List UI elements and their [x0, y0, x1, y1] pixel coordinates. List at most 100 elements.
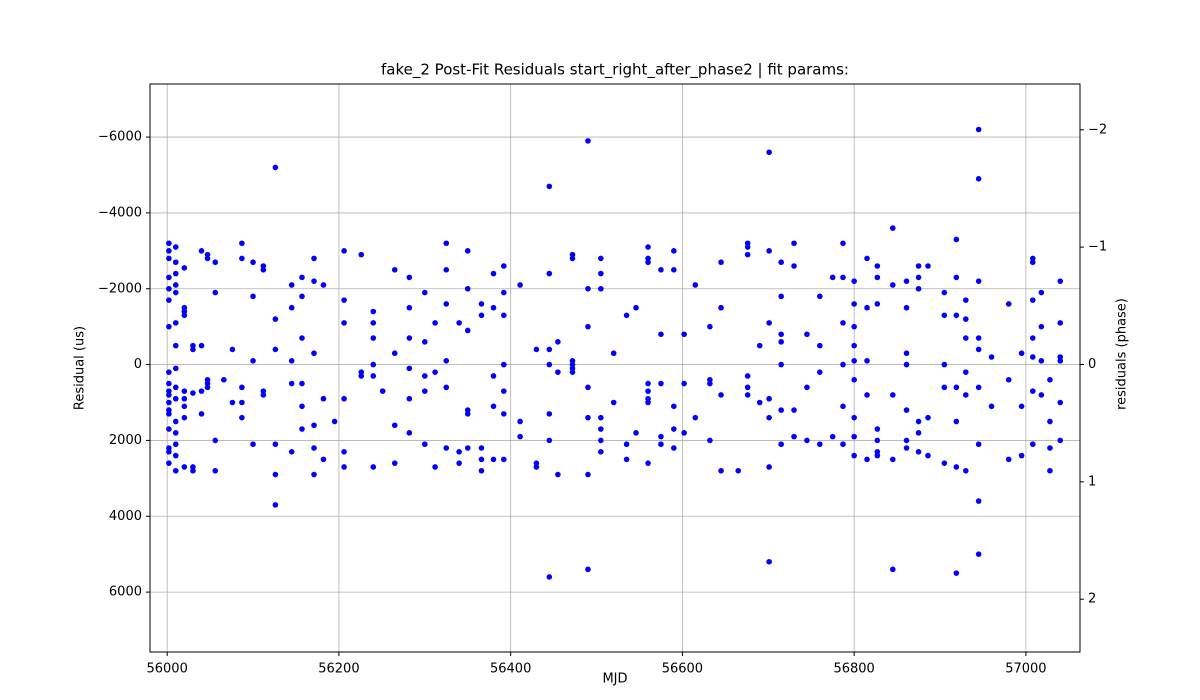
data-point — [490, 456, 497, 463]
data-point — [341, 448, 347, 455]
data-point — [221, 376, 227, 383]
data-point — [250, 259, 256, 266]
data-point — [1005, 456, 1012, 463]
data-point — [341, 297, 347, 303]
data-point — [500, 361, 507, 368]
data-point — [941, 460, 948, 466]
data-point — [239, 414, 245, 421]
data-point — [778, 361, 784, 368]
y2-tick-label: −2 — [1088, 122, 1107, 137]
data-point — [212, 289, 219, 296]
data-point — [190, 346, 196, 353]
data-point — [288, 282, 295, 288]
data-point — [598, 255, 604, 262]
data-point — [546, 437, 553, 444]
data-point — [1047, 376, 1053, 383]
y2-tick-label: 2 — [1088, 592, 1096, 607]
data-point — [443, 384, 450, 391]
data-point — [953, 312, 960, 319]
data-point — [406, 335, 413, 341]
data-point — [406, 365, 413, 372]
data-point — [840, 240, 846, 247]
y2-tick-label: 1 — [1088, 474, 1096, 489]
data-point — [198, 411, 205, 417]
data-point — [212, 437, 219, 444]
data-point — [1047, 418, 1053, 425]
data-point — [953, 570, 960, 576]
data-point — [623, 312, 630, 319]
data-point — [953, 274, 960, 281]
data-point — [962, 335, 969, 341]
data-point — [791, 433, 797, 440]
data-point — [172, 430, 179, 436]
data-point — [941, 312, 948, 319]
data-point — [975, 551, 982, 557]
data-point — [889, 282, 896, 288]
data-point — [229, 346, 236, 353]
data-point — [464, 411, 471, 417]
data-point — [953, 464, 960, 470]
data-point — [190, 390, 196, 396]
data-point — [272, 316, 279, 322]
data-point — [406, 274, 413, 281]
data-point — [744, 392, 751, 398]
y-tick-label: 2000 — [109, 433, 142, 448]
data-point — [299, 335, 305, 341]
data-point — [791, 240, 797, 247]
data-point — [671, 403, 677, 410]
data-point — [889, 225, 896, 231]
data-point — [851, 376, 857, 383]
data-point — [962, 297, 969, 303]
x-tick-label: 56600 — [662, 662, 703, 677]
data-point — [598, 285, 604, 292]
data-point — [500, 456, 507, 463]
data-point — [272, 346, 279, 353]
data-point — [370, 373, 377, 379]
data-point — [925, 263, 931, 269]
data-point — [320, 456, 327, 463]
data-point — [778, 259, 784, 266]
data-point — [181, 388, 188, 394]
data-point — [370, 361, 377, 368]
data-point — [953, 418, 960, 425]
data-point — [889, 456, 896, 463]
data-point — [212, 467, 219, 474]
data-point — [903, 278, 910, 284]
data-point — [766, 248, 772, 254]
data-point — [456, 460, 462, 466]
data-point — [975, 498, 982, 504]
data-point — [546, 361, 553, 368]
data-point — [181, 308, 188, 315]
data-point — [864, 255, 870, 262]
data-point — [166, 426, 172, 432]
data-point — [272, 441, 279, 448]
x-axis-label: MJD — [602, 672, 627, 687]
data-point — [204, 384, 211, 391]
data-point — [778, 339, 784, 345]
data-point — [391, 266, 398, 273]
data-point — [172, 365, 179, 372]
data-point — [311, 471, 317, 478]
data-point — [975, 278, 982, 284]
data-point — [915, 448, 922, 455]
data-point — [864, 456, 870, 463]
data-point — [598, 437, 604, 444]
data-point — [204, 255, 211, 262]
data-point — [840, 274, 846, 281]
data-point — [718, 392, 724, 398]
data-point — [250, 293, 256, 300]
data-point — [1029, 297, 1036, 303]
y2-axis-label: residuals (phase) — [1115, 298, 1130, 410]
data-point — [181, 414, 188, 421]
data-point — [250, 441, 256, 448]
data-point — [941, 289, 948, 296]
data-point — [546, 574, 553, 580]
data-point — [941, 361, 948, 368]
data-point — [804, 384, 810, 391]
data-point — [851, 342, 857, 349]
data-point — [288, 380, 295, 387]
data-point — [500, 289, 507, 296]
data-point — [962, 369, 969, 375]
data-point — [598, 448, 604, 455]
data-point — [406, 395, 413, 402]
